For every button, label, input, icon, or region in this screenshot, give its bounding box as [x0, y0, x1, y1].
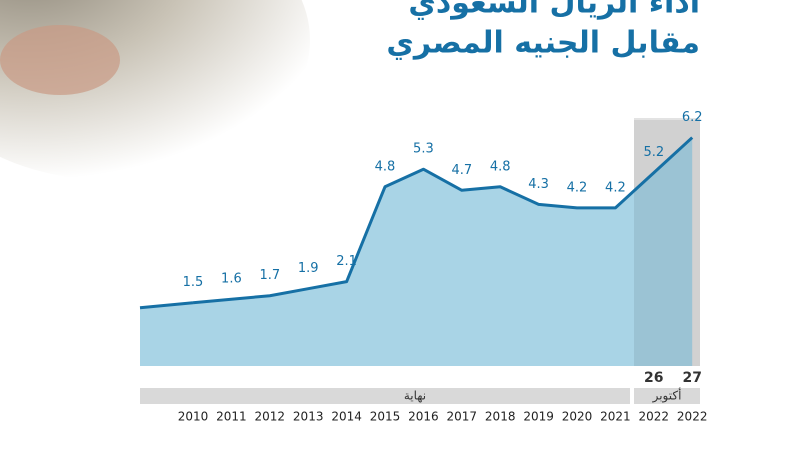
value-label: 5.2 — [643, 145, 664, 160]
value-label: 2.1 — [336, 254, 357, 269]
x-tick-label: 2021 — [600, 410, 631, 424]
lead-in — [139, 301, 194, 310]
chart-subtitle: مقابل الجنيه المصري — [386, 26, 700, 61]
plot — [139, 120, 700, 366]
day-label: 27 — [682, 370, 701, 386]
value-label: 5.3 — [413, 142, 434, 157]
x-tick-label: 2014 — [331, 410, 362, 424]
x-tick-label: 2019 — [523, 410, 554, 424]
value-label: 4.2 — [567, 180, 588, 195]
period-label: نهاية — [404, 389, 426, 403]
x-tick-label: 2017 — [447, 410, 478, 424]
value-label: 6.2 — [682, 110, 703, 125]
value-label: 1.9 — [298, 261, 319, 276]
x-tick-label: 2015 — [370, 410, 401, 424]
chart-title: أداء الريال السعودي — [408, 0, 700, 21]
value-label: 4.3 — [528, 177, 549, 192]
x-tick-label: 2016 — [408, 410, 439, 424]
x-tick-label: 2020 — [562, 410, 593, 424]
area — [140, 137, 693, 366]
value-label: 1.5 — [183, 275, 204, 290]
value-label: 4.2 — [605, 180, 626, 195]
value-label: 4.7 — [451, 163, 472, 178]
value-label: 4.8 — [375, 159, 396, 174]
period-bar — [140, 388, 630, 404]
hand — [0, 25, 120, 95]
line — [192, 136, 694, 305]
value-label: 1.6 — [221, 272, 242, 287]
period-label: أكتوبر — [652, 388, 682, 404]
x-tick-label: 2012 — [255, 410, 286, 424]
x-tick-label: 2022 — [677, 410, 708, 424]
x-tick-label: 2011 — [216, 410, 247, 424]
x-tick-label: 2013 — [293, 410, 324, 424]
day-label: 26 — [644, 370, 663, 386]
period-bar — [634, 388, 700, 404]
x-tick-label: 2010 — [178, 410, 209, 424]
value-label: 4.8 — [490, 159, 511, 174]
value-label: 1.7 — [259, 268, 280, 283]
x-tick-label: 2022 — [639, 410, 670, 424]
x-tick-label: 2018 — [485, 410, 516, 424]
